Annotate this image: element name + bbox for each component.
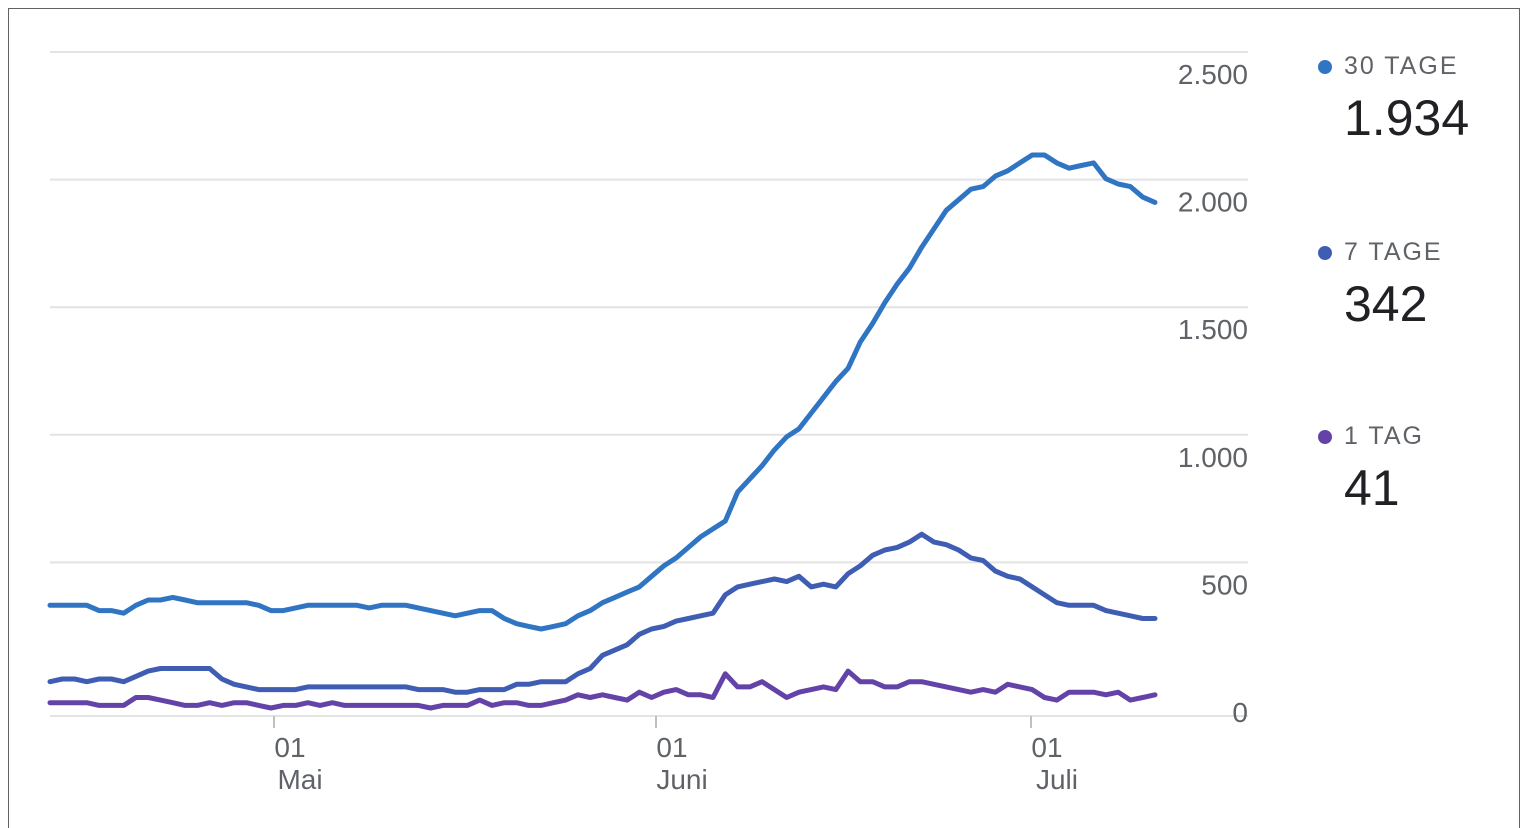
y-axis: 0 500 1.000 1.500 2.000 2.500: [1178, 59, 1248, 728]
legend-entry-7-tage[interactable]: 7 TAGE 342: [1318, 238, 1443, 333]
series-line-7-tage: [47, 531, 1158, 695]
legend-entry-30-tage[interactable]: 30 TAGE 1.934: [1318, 52, 1469, 147]
legend-label-30-tage: 30 TAGE: [1344, 52, 1459, 80]
series-lines: [47, 152, 1158, 711]
x-tick-label-day: 01: [1031, 732, 1062, 763]
legend-label-1-tag: 1 TAG: [1344, 422, 1424, 450]
series-line-1-tag: [47, 668, 1158, 711]
x-tick-label-day: 01: [656, 732, 687, 763]
y-tick-label: 2.500: [1178, 59, 1248, 90]
legend-dot-1-tag: [1318, 429, 1332, 444]
y-tick-label: 1.000: [1178, 442, 1248, 473]
gridlines: [50, 51, 1248, 717]
x-tick-label-month: Juli: [1036, 764, 1078, 795]
legend-entry-1-tag[interactable]: 1 TAG 41: [1318, 422, 1424, 517]
legend-value-30-tage: 1.934: [1344, 90, 1470, 146]
y-tick-label: 0: [1232, 697, 1248, 728]
series-line-30-tage: [47, 152, 1158, 632]
x-tick-label-month: Mai: [277, 764, 322, 795]
x-tick-label-month: Juni: [656, 764, 707, 795]
y-tick-label: 2.000: [1178, 187, 1248, 218]
legend-dot-7-tage: [1318, 245, 1332, 260]
x-tick-label-day: 01: [274, 732, 305, 763]
legend-label-7-tage: 7 TAGE: [1344, 238, 1443, 266]
legend-value-7-tage: 342: [1344, 276, 1428, 332]
legend-dot-30-tage: [1318, 59, 1332, 74]
y-tick-label: 1.500: [1178, 314, 1248, 345]
y-tick-label: 500: [1201, 569, 1248, 600]
legend-value-1-tag: 41: [1344, 460, 1400, 516]
